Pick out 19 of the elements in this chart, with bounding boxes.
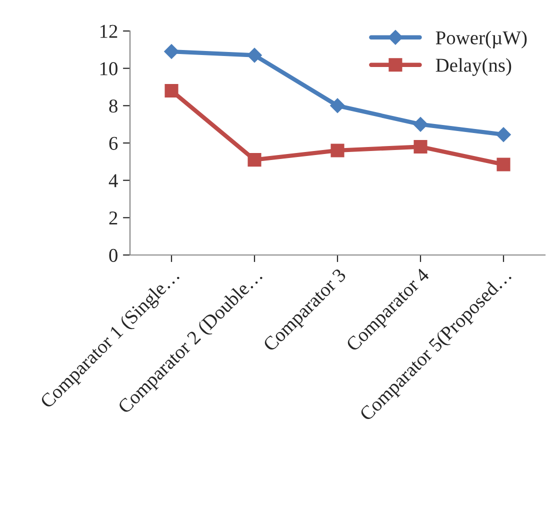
y-tick-label: 12 — [100, 24, 118, 38]
y-tick-label: 0 — [109, 248, 118, 262]
y-tick-label: 8 — [109, 99, 118, 113]
legend-label: Delay(ns) — [436, 58, 512, 76]
point — [496, 158, 510, 172]
legend-label: Power(µW) — [436, 30, 527, 48]
y-tick-label: 4 — [108, 174, 118, 188]
point — [414, 140, 428, 154]
point — [247, 48, 262, 63]
point — [164, 44, 179, 59]
point — [496, 127, 511, 142]
point — [330, 144, 344, 158]
y-tick-label: 6 — [109, 136, 118, 150]
y-tick-label: 10 — [100, 62, 118, 76]
point — [164, 84, 178, 98]
point — [248, 153, 262, 167]
y-tick-label: 2 — [109, 212, 118, 224]
point — [330, 98, 345, 114]
point — [413, 116, 428, 132]
